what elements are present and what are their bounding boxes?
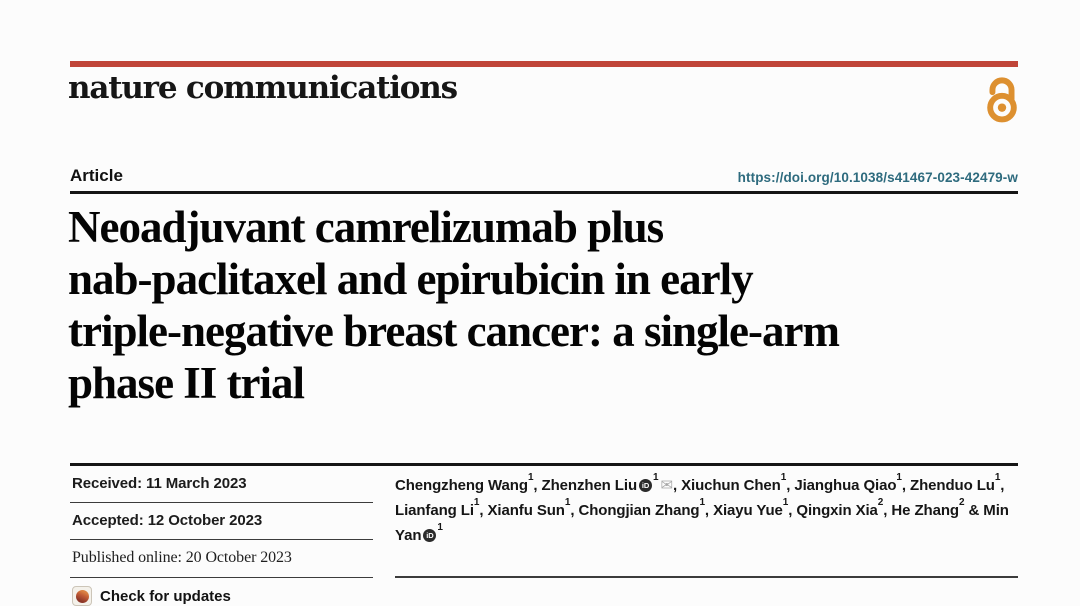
article-title: Neoadjuvant camrelizumab plus nab-paclit… — [68, 201, 1013, 409]
crossmark-icon[interactable] — [72, 586, 92, 606]
doi-link[interactable]: https://doi.org/10.1038/s41467-023-42479… — [737, 170, 1018, 185]
author-name: Lianfang Li — [395, 502, 474, 519]
author-affiliation-superscript: 1 — [782, 496, 789, 508]
author-name: Xiuchun Chen — [681, 477, 781, 494]
received-value: 11 March 2023 — [146, 475, 247, 492]
title-line: phase II trial — [68, 358, 305, 408]
author-name: Xiayu Yue — [713, 502, 783, 519]
article-type-label: Article — [70, 166, 123, 185]
orcid-icon[interactable]: iD — [639, 479, 653, 492]
published-value: 20 October 2023 — [185, 549, 292, 566]
divider-above-meta — [70, 463, 1018, 466]
author-name: Qingxin Xia — [796, 502, 878, 519]
author-affiliation-superscript: 1 — [896, 471, 902, 483]
author-name: Xianfu Sun — [487, 502, 565, 519]
journal-brand-bar — [70, 61, 1018, 67]
author-affiliation-superscript: 1 — [473, 496, 480, 508]
author-affiliation-superscript: 1 — [564, 496, 571, 508]
author-affiliation-superscript: 1 — [780, 471, 787, 483]
author-name: Chongjian Zhang — [578, 502, 700, 519]
accepted-date-row: Accepted: 12 October 2023 — [70, 503, 373, 540]
author-affiliation-superscript: 1 — [653, 471, 659, 483]
author-affiliation-superscript: 1 — [994, 471, 1001, 483]
author-name: Min Yan — [395, 502, 1009, 544]
author-name: Jianghua Qiao — [794, 477, 897, 494]
received-date-row: Received: 11 March 2023 — [70, 466, 373, 503]
accepted-value: 12 October 2023 — [147, 512, 263, 529]
author-list: Chengzheng Wang1, Zhenzhen Liu iD1 ✉, Xiuc… — [395, 471, 1009, 544]
divider-under-authors — [395, 576, 1018, 578]
author-affiliation-superscript: 1 — [699, 496, 705, 508]
published-label: Published online: — [72, 549, 186, 566]
author-affiliation-superscript: 1 — [437, 521, 443, 533]
email-icon[interactable]: ✉ — [660, 477, 673, 494]
author-affiliation-superscript: 2 — [958, 496, 965, 508]
accepted-label: Accepted: — [72, 512, 148, 529]
author-name: He Zhang — [891, 502, 959, 519]
check-updates-label: Check for updates — [100, 587, 231, 605]
crossmark-logo-circle — [75, 589, 89, 603]
author-affiliation-superscript: 2 — [877, 496, 884, 508]
title-line: nab-paclitaxel and epirubicin in early — [68, 254, 754, 304]
dates-panel: Received: 11 March 2023 Accepted: 12 Oct… — [70, 466, 373, 606]
author-affiliation-superscript: 1 — [527, 471, 534, 483]
published-date-row: Published online: 20 October 2023 — [70, 540, 373, 578]
title-line: triple-negative breast cancer: a single-… — [68, 306, 840, 356]
open-access-icon[interactable] — [981, 74, 1023, 124]
orcid-icon[interactable]: iD — [423, 529, 437, 542]
author-name: Zhenduo Lu — [910, 477, 995, 494]
check-for-updates-button[interactable]: Check for updates — [70, 578, 373, 606]
author-name: Zhenzhen Liu — [541, 477, 638, 494]
journal-logo: nature communications — [68, 70, 458, 106]
title-line: Neoadjuvant camrelizumab plus — [68, 202, 664, 252]
divider-under-article — [70, 191, 1018, 194]
author-name: Chengzheng Wang — [395, 477, 528, 494]
received-label: Received: — [72, 475, 147, 492]
